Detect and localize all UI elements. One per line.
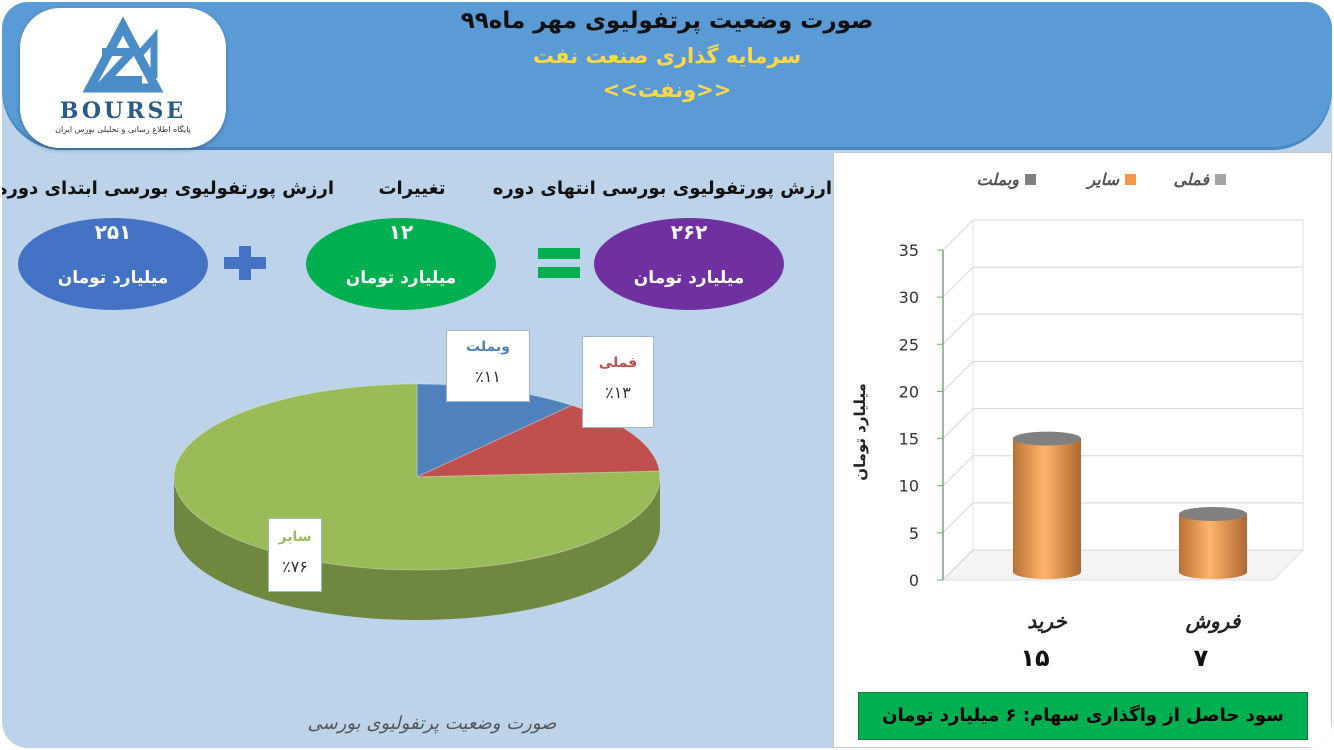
ticker-symbol: <<ونفت>> bbox=[602, 78, 732, 102]
bar-value-label-0: ۱۵ bbox=[1020, 644, 1049, 672]
bar-0 bbox=[1013, 438, 1081, 579]
legend-swatch-2 bbox=[1025, 174, 1036, 185]
change-oval: ۱۲ میلیارد تومان bbox=[306, 218, 496, 310]
chart-floor bbox=[941, 549, 1305, 581]
end-value-unit: میلیارد تومان bbox=[633, 268, 745, 288]
gridline-side-2 bbox=[942, 455, 974, 487]
gridline-side-4 bbox=[942, 361, 974, 392]
legend-label-1: سایر bbox=[1084, 170, 1119, 190]
legend-swatch-0 bbox=[1215, 174, 1226, 185]
pie-label-fameli-name: فملی bbox=[598, 355, 638, 371]
y-tick-label-5: 25 bbox=[899, 335, 919, 354]
bar-top-1 bbox=[1179, 507, 1247, 521]
pie-label-other-percent: ٪۷۶ bbox=[282, 557, 308, 576]
start-value: ۲۵۱ bbox=[94, 220, 132, 244]
company-name: سرمایه گذاری صنعت نفت bbox=[532, 44, 802, 68]
y-tick-label-6: 30 bbox=[899, 288, 919, 307]
equals-icon bbox=[538, 246, 580, 280]
trade-bar-chart: 0 5 10 15 20 25 30 35 میلیارد تومان فملی سایر وبملت… bbox=[851, 170, 1305, 672]
legend-label-0: فملی bbox=[1173, 170, 1210, 189]
pie-label-vbmellat-percent: ٪۱۱ bbox=[475, 367, 501, 386]
x-tick-label-0: خرید bbox=[1027, 609, 1067, 634]
sale-profit-box: سود حاصل از واگذاری سهام: ۶ میلیارد توما… bbox=[858, 692, 1308, 740]
y-tick-label-7: 35 bbox=[899, 241, 919, 260]
start-value-oval: ۲۵۱ میلیارد تومان bbox=[18, 218, 208, 310]
bourse-logo: BOURSE پایگاه اطلاع رسانی و تحلیلی بورس … bbox=[20, 8, 226, 148]
gridline-side-1 bbox=[942, 502, 974, 534]
gridline-side-5 bbox=[942, 313, 974, 345]
pie-label-fameli: فملی ٪۱۳ bbox=[582, 336, 654, 428]
pie-label-fameli-percent: ٪۱۳ bbox=[605, 383, 631, 402]
y-tick-label-4: 20 bbox=[899, 382, 919, 401]
change-label: تغییرات bbox=[378, 178, 446, 199]
legend-swatch-1 bbox=[1125, 174, 1136, 185]
logo-tagline: پایگاه اطلاع رسانی و تحلیلی بورس ایران bbox=[55, 125, 191, 134]
end-value-label: ارزش پورتفولیوی بورسی انتهای دوره bbox=[492, 178, 832, 199]
y-tick-label-2: 10 bbox=[899, 477, 919, 496]
end-value-oval: ۲۶۲ میلیارد تومان bbox=[594, 218, 784, 310]
logo-word: BOURSE bbox=[59, 98, 187, 124]
legend-label-2: وبملت bbox=[977, 170, 1020, 190]
pie-label-other: سایر ٪۷۶ bbox=[268, 518, 322, 592]
end-value: ۲۶۲ bbox=[670, 220, 708, 244]
pie-chart-caption: صورت وضعیت پرتفولیوی بورسی bbox=[307, 713, 557, 734]
bar-1 bbox=[1179, 514, 1247, 579]
gridline-side-7 bbox=[942, 219, 974, 251]
plus-icon bbox=[224, 246, 266, 280]
change-value: ۱۲ bbox=[388, 220, 414, 244]
gridline-side-3 bbox=[942, 408, 974, 439]
y-axis-title: میلیارد تومان bbox=[851, 383, 869, 481]
bar-value-label-1: ۷ bbox=[1194, 644, 1209, 672]
start-value-unit: میلیارد تومان bbox=[57, 268, 169, 288]
logo-mark-icon bbox=[82, 16, 164, 93]
start-value-label: ارزش پورتفولیوی بورسی ابتدای دوره bbox=[2, 178, 334, 199]
pie-label-vbmellat: وبملت ٪۱۱ bbox=[446, 330, 530, 402]
x-tick-label-1: فروش bbox=[1185, 609, 1242, 634]
gridline-side-0 bbox=[942, 549, 974, 581]
bar-top-0 bbox=[1013, 431, 1081, 446]
y-tick-label-1: 5 bbox=[909, 524, 919, 543]
pie-label-other-name: سایر bbox=[278, 529, 312, 545]
page-title: صورت وضعیت پرتفولیوی مهر ماه۹۹ bbox=[460, 8, 874, 34]
change-unit: میلیارد تومان bbox=[345, 268, 457, 288]
y-tick-label-0: 0 bbox=[909, 571, 919, 590]
y-tick-label-3: 15 bbox=[899, 430, 919, 449]
gridline-side-6 bbox=[942, 266, 974, 298]
pie-label-vbmellat-name: وبملت bbox=[466, 339, 510, 355]
